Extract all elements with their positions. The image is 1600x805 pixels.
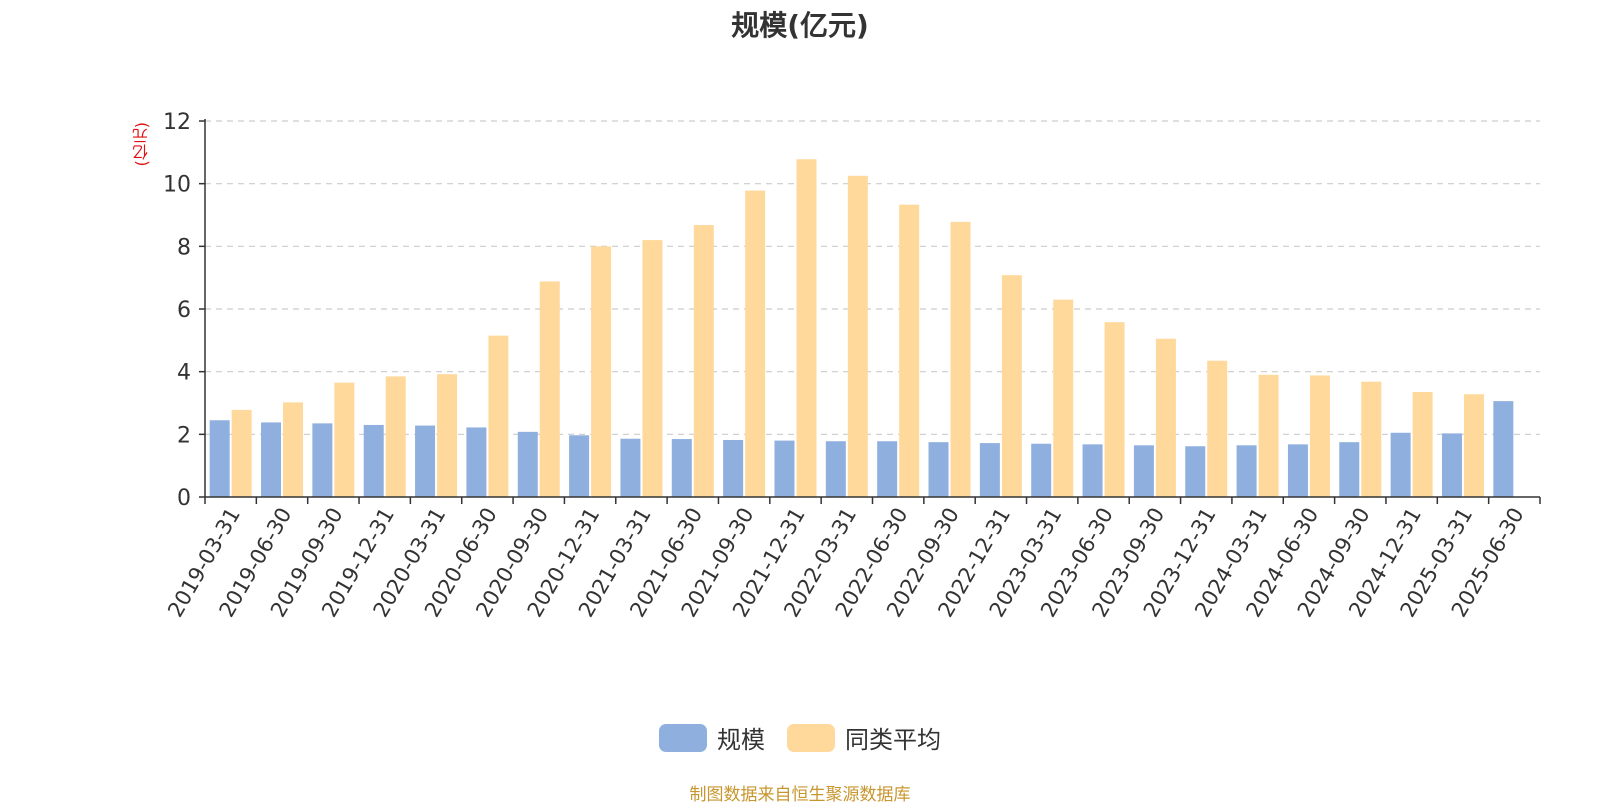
bar-peer-average — [847, 175, 868, 498]
legend-item-scale[interactable]: 规模 — [659, 720, 765, 755]
legend: 规模 同类平均 — [0, 720, 1600, 755]
bar-peer-average — [334, 382, 355, 497]
bar-peer-average — [1412, 392, 1433, 497]
bar-scale — [466, 427, 487, 497]
bar-scale — [877, 441, 898, 497]
bar-scale — [1133, 445, 1154, 497]
bar-peer-average — [1053, 299, 1074, 497]
bar-scale — [1185, 446, 1206, 497]
bar-peer-average — [488, 335, 509, 497]
bar-scale — [979, 443, 1000, 497]
bar-scale — [1031, 443, 1052, 497]
bar-peer-average — [437, 374, 458, 497]
legend-swatch-scale — [659, 723, 707, 752]
bar-scale — [312, 423, 333, 497]
bar-peer-average — [642, 240, 663, 498]
bar-scale — [723, 439, 744, 497]
y-tick-label: 2 — [177, 423, 191, 448]
bar-scale — [415, 425, 436, 497]
legend-swatch-peer-average — [787, 723, 835, 752]
legend-label-peer-average: 同类平均 — [845, 726, 941, 754]
y-tick-label: 12 — [163, 110, 191, 135]
bar-peer-average — [796, 159, 817, 497]
legend-label-scale: 规模 — [717, 726, 765, 754]
bar-peer-average — [1309, 375, 1330, 497]
bar-scale — [1493, 401, 1514, 497]
bar-peer-average — [1104, 322, 1125, 497]
bar-peer-average — [591, 246, 612, 497]
bar-scale — [671, 439, 692, 497]
bar-peer-average — [539, 281, 560, 497]
bar-peer-average — [1001, 275, 1022, 497]
y-tick-label: 6 — [177, 298, 191, 323]
bar-peer-average — [950, 221, 971, 498]
bar-peer-average — [899, 204, 920, 497]
bar-peer-average — [385, 376, 406, 497]
bar-peer-average — [283, 402, 304, 497]
chart-title: 规模(亿元) — [731, 9, 869, 42]
bar-scale — [1082, 444, 1103, 497]
bar-scale — [1441, 433, 1462, 497]
y-tick-label: 10 — [163, 173, 191, 198]
bar-scale — [1390, 432, 1411, 497]
bar-peer-average — [693, 225, 714, 497]
data-source-note: 制图数据来自恒生聚源数据库 — [689, 785, 911, 805]
bar-peer-average — [1155, 338, 1176, 497]
bar-peer-average — [1361, 381, 1382, 497]
bar-scale — [569, 435, 590, 497]
bar-scale — [928, 442, 949, 497]
bar-scale — [363, 424, 384, 497]
y-tick-label: 8 — [177, 235, 191, 260]
bar-scale — [1236, 445, 1257, 497]
bar-peer-average — [1207, 360, 1228, 497]
bar-scale — [209, 420, 230, 497]
bar-scale — [1339, 442, 1360, 497]
bar-scale — [261, 422, 282, 497]
legend-item-peer-average[interactable]: 同类平均 — [787, 720, 941, 755]
y-tick-label: 4 — [177, 361, 191, 386]
y-tick-label: 0 — [177, 486, 191, 511]
bar-peer-average — [1463, 394, 1484, 497]
bar-scale — [517, 431, 538, 497]
bar-scale — [774, 440, 795, 497]
bar-chart: 0246810122019-03-312019-06-302019-09-302… — [163, 110, 1541, 621]
bar-peer-average — [745, 190, 766, 497]
bar-peer-average — [1258, 374, 1279, 497]
bar-scale — [1287, 444, 1308, 497]
bar-scale — [620, 438, 641, 497]
bar-scale — [825, 441, 846, 497]
bar-peer-average — [231, 409, 252, 497]
